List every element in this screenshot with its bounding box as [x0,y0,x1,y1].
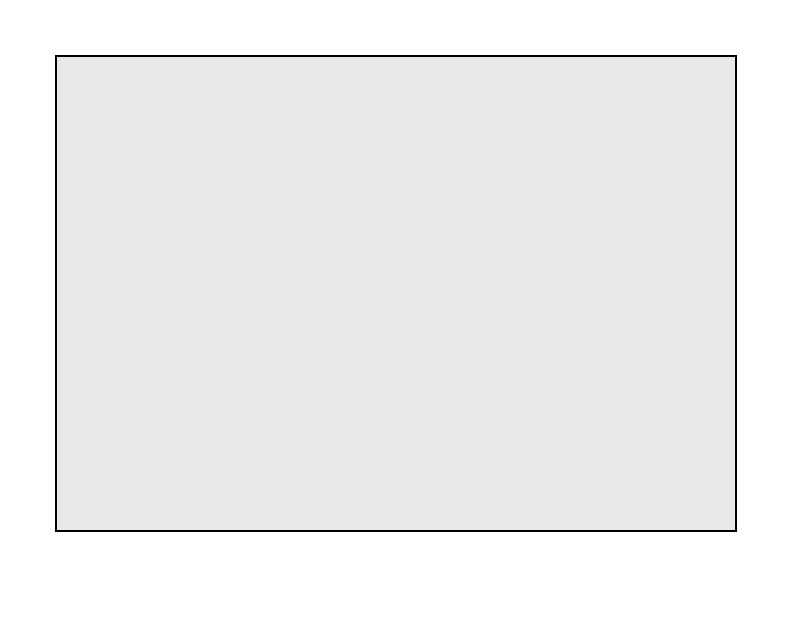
map-frame [55,55,737,532]
map-svg [57,57,735,530]
colorbar [735,52,800,542]
